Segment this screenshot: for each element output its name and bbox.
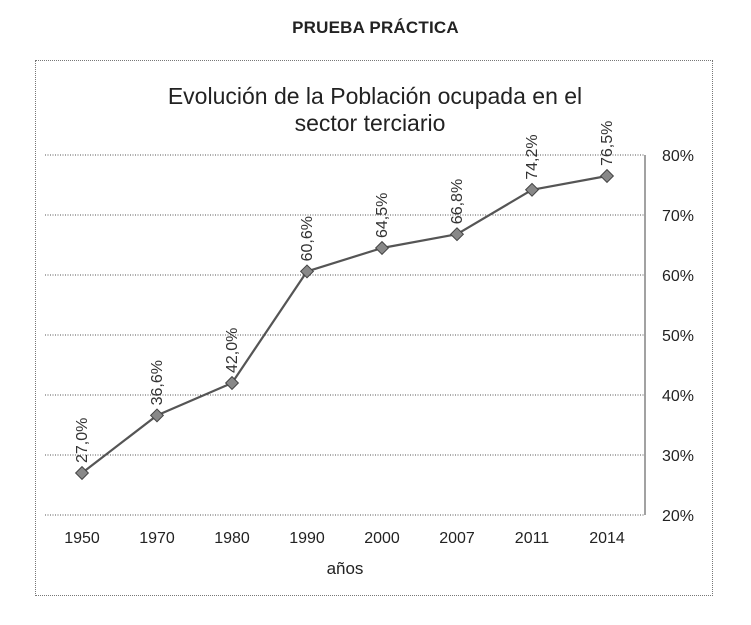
page-heading: PRUEBA PRÁCTICA — [292, 18, 459, 37]
data-point — [224, 375, 240, 391]
series-line — [81, 174, 608, 474]
y-tick-label: 70% — [662, 208, 694, 225]
data-point — [599, 168, 615, 184]
y-tick-label: 40% — [662, 388, 694, 405]
data-label: 66,8% — [449, 179, 466, 224]
data-label: 27,0% — [74, 418, 91, 463]
y-tick-label: 50% — [662, 328, 694, 345]
data-point — [299, 264, 315, 279]
data-label: 76,5% — [599, 121, 616, 166]
y-tick-label: 30% — [662, 448, 694, 465]
x-tick-label: 2000 — [364, 530, 400, 547]
data-label: 42,0% — [224, 328, 241, 373]
data-point — [374, 240, 390, 256]
x-axis-label: años — [327, 559, 364, 578]
data-label: 60,6% — [299, 216, 316, 261]
data-point — [149, 408, 165, 423]
chart-title-line: sector terciario — [295, 110, 446, 136]
data-label: 64,5% — [374, 193, 391, 238]
x-tick-label: 2007 — [439, 530, 475, 547]
chart-title: Evolución de la Población ocupada en el s… — [168, 83, 582, 136]
data-point — [74, 465, 90, 481]
data-point — [524, 182, 540, 197]
x-tick-label: 2014 — [589, 530, 625, 547]
x-tick-label: 2011 — [515, 530, 550, 547]
y-tick-label: 80% — [662, 148, 694, 165]
x-tick-label: 1980 — [214, 530, 250, 547]
chart-title-line: Evolución de la Población ocupada en el — [168, 83, 582, 109]
data-point — [449, 227, 465, 242]
y-tick-label: 20% — [662, 508, 694, 525]
x-tick-label: 1990 — [289, 530, 325, 547]
data-label: 74,2% — [524, 134, 541, 179]
y-tick-label: 60% — [662, 268, 694, 285]
x-tick-label: 1950 — [64, 530, 100, 547]
x-tick-label: 1970 — [139, 530, 175, 547]
data-label: 36,6% — [149, 360, 166, 405]
chart-frame — [35, 60, 713, 596]
